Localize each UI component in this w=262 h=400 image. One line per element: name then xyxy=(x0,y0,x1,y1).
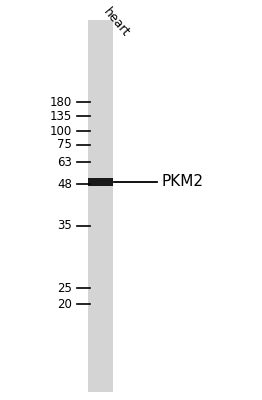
Text: PKM2: PKM2 xyxy=(161,174,203,190)
Text: 63: 63 xyxy=(57,156,72,168)
Bar xyxy=(89,178,113,186)
Text: heart: heart xyxy=(101,6,132,40)
Bar xyxy=(89,20,113,392)
Text: 35: 35 xyxy=(57,220,72,232)
Text: 20: 20 xyxy=(57,298,72,310)
Text: 48: 48 xyxy=(57,178,72,190)
Text: 100: 100 xyxy=(50,125,72,138)
Text: 25: 25 xyxy=(57,282,72,294)
Text: 135: 135 xyxy=(50,110,72,122)
Text: 75: 75 xyxy=(57,138,72,151)
Text: 180: 180 xyxy=(50,96,72,108)
